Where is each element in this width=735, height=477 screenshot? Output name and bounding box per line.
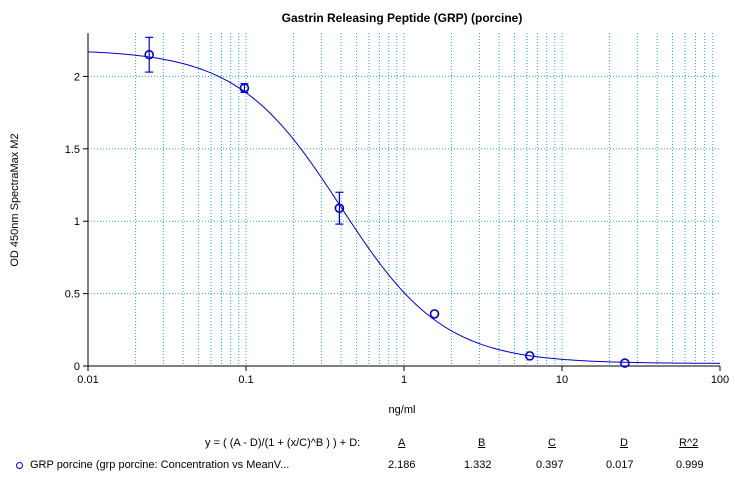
- data-point: [334, 203, 345, 213]
- legend-header-d: D: [620, 437, 628, 449]
- legend-header-r2: R^2: [679, 437, 699, 449]
- legend-value-a: 2.186: [388, 459, 416, 471]
- legend-value-c: 0.397: [536, 459, 564, 471]
- chart-title: Gastrin Releasing Peptide (GRP) (porcine…: [282, 11, 523, 25]
- x-tick-label: 0.01: [77, 374, 98, 386]
- legend-value-r2: 0.999: [676, 459, 704, 471]
- legend-value-b: 1.332: [464, 459, 492, 471]
- axes: [83, 33, 721, 371]
- tick-labels: 0.01 0.1 1 10 100 0 0.5 1 1.5 2: [65, 71, 729, 386]
- legend-header-a: A: [398, 437, 406, 449]
- fit-curve-layer: [87, 51, 721, 364]
- x-tick-label: 10: [556, 374, 568, 386]
- x-axis-label: ng/ml: [389, 404, 416, 416]
- legend-value-d: 0.017: [606, 459, 634, 471]
- y-tick-label: 0: [74, 361, 80, 373]
- y-tick-label: 1: [74, 216, 80, 228]
- legend-series-label: GRP porcine (grp porcine: Concentration …: [30, 459, 290, 471]
- fit-equation: y = ( (A - D)/(1 + (x/C)^B ) ) + D:: [205, 437, 361, 449]
- y-tick-label: 2: [74, 71, 80, 83]
- data-points-layer: [144, 36, 630, 368]
- data-point: [239, 83, 250, 93]
- data-point: [429, 309, 440, 319]
- y-axis-label: OD 450nm SpectraMax M2: [9, 133, 21, 266]
- fit-curve: [87, 51, 721, 364]
- grid-lines: [88, 33, 720, 366]
- legend-table: y = ( (A - D)/(1 + (x/C)^B ) ) + D: A B …: [0, 432, 735, 477]
- y-tick-label: 1.5: [65, 144, 80, 156]
- legend-header-c: C: [548, 437, 556, 449]
- legend-marker-icon: [16, 462, 23, 469]
- data-point: [620, 358, 630, 368]
- x-tick-label: 1: [401, 374, 407, 386]
- data-point: [524, 351, 535, 361]
- legend-header-b: B: [478, 437, 486, 449]
- x-tick-label: 100: [711, 374, 729, 386]
- y-tick-label: 0.5: [65, 289, 80, 301]
- data-point: [144, 49, 155, 60]
- x-tick-label: 0.1: [238, 374, 253, 386]
- chart-svg: Gastrin Releasing Peptide (GRP) (porcine…: [9, 11, 729, 416]
